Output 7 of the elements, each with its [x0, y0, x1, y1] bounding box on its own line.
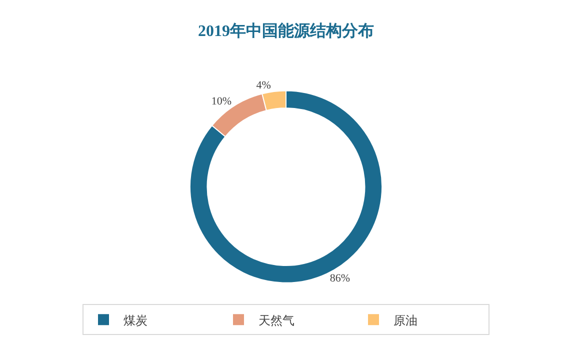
data-label: 4%: [256, 80, 271, 92]
data-label: 86%: [330, 272, 350, 285]
legend-label: 原油: [394, 313, 418, 328]
legend-label: 天然气: [258, 313, 294, 328]
data-label: 10%: [211, 95, 232, 108]
chart-title: 2019年中国能源结构分布: [198, 22, 374, 40]
legend-label: 煤炭: [124, 313, 148, 328]
